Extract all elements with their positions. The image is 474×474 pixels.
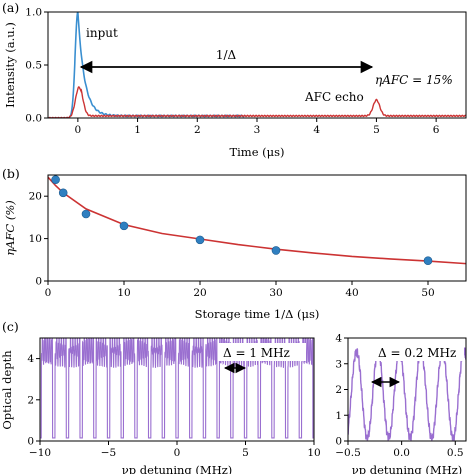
- panel-c-right-y-ticks: 0 1 2 3 4: [335, 333, 348, 448]
- panel-c-right-plot: −0.5 0.0 0.5 0 1 2 3 4 νp detuning (MHz) Δ = 0…: [335, 333, 467, 474]
- comb-right-line: [348, 346, 466, 441]
- panel-a-x-tick-label: 5: [373, 124, 380, 136]
- panel-c-left-plot: −10 −5 0 5 10 0 2 4 νp detuning (MHz) Optical …: [0, 337, 321, 474]
- panel-a-curves: [48, 12, 466, 118]
- panel-c-left-x-tick-label: 10: [307, 447, 320, 459]
- panel-b-y-label: ηAFC (%): [3, 200, 17, 256]
- panel-a-x-ticks: 0 1 2 3 4 5 6: [75, 118, 440, 136]
- panel-b-x-tick-label: 10: [117, 287, 130, 299]
- delay-annotation: 1/Δ: [216, 48, 237, 62]
- panel-a-x-tick-label: 1: [134, 124, 141, 136]
- panel-a-y-tick-label: 1.0: [25, 7, 42, 19]
- panel-b-x-label: Storage time 1/Δ (μs): [195, 307, 320, 321]
- panel-c-left-y-tick-label: 4: [27, 353, 34, 365]
- input-annotation: input: [86, 26, 118, 40]
- panel-c-right-x-label: νp detuning (MHz): [352, 463, 463, 474]
- panel-c-left-x-label: νp detuning (MHz): [122, 463, 233, 474]
- panel-b-y-tick-label: 20: [29, 191, 42, 203]
- panel-a-y-label: Intensity (a.u.): [3, 22, 17, 108]
- input-pulse-line: [48, 12, 246, 118]
- efficiency-data-point: [119, 221, 129, 231]
- spacing-annotation-left: Δ = 1 MHz: [223, 346, 290, 360]
- panel-a-x-tick-label: 0: [75, 124, 82, 136]
- efficiency-data-point: [423, 256, 433, 265]
- spacing-annotation-right: Δ = 0.2 MHz: [378, 346, 456, 360]
- panel-c-left-y-tick-label: 0: [27, 436, 34, 448]
- efficiency-data-point: [271, 246, 281, 255]
- panel-c-left-y-tick-label: 2: [27, 394, 34, 406]
- panel-a-y-ticks: 0.0 0.5 1.0: [25, 7, 48, 125]
- panel-b-y-tick-label: 0: [35, 276, 42, 288]
- efficiency-data-point: [51, 175, 60, 184]
- panel-c-right-x-tick-label: 0.0: [393, 447, 410, 459]
- panel-c-right-y-tick-label: 3: [335, 358, 342, 370]
- panel-c-left-x-tick-label: 0: [174, 447, 181, 459]
- panel-a-x-label: Time (μs): [229, 145, 284, 159]
- efficiency-annotation: ηAFC = 15%: [375, 73, 453, 87]
- efficiency-data-point: [58, 188, 68, 198]
- panel-a-plot: 0 1 2 3 4 5 6 0.0 0.5 1.0 Time (μs) Intensity (a…: [3, 7, 467, 159]
- panel-c-right-annotation-bg: [374, 343, 464, 361]
- panel-a-x-tick-label: 2: [194, 124, 201, 136]
- panel-b-x-tick-label: 30: [269, 287, 282, 299]
- panel-a-x-tick-label: 3: [254, 124, 261, 136]
- panel-b-x-tick-label: 40: [345, 287, 358, 299]
- panel-c-left-x-tick-label: −5: [101, 447, 116, 459]
- panel-c-left-annotation-bg: [218, 343, 306, 361]
- panel-a-y-tick-label: 0.5: [25, 60, 42, 72]
- echo-annotation: AFC echo: [304, 90, 364, 104]
- panel-b-label: (b): [2, 166, 20, 181]
- panel-c-right-x-ticks: −0.5 0.0 0.5: [335, 441, 464, 459]
- panel-b-y-ticks: 0 10 20: [29, 191, 48, 288]
- panel-c-right-y-tick-label: 0: [335, 436, 342, 448]
- panel-b-y-tick-label: 10: [29, 233, 42, 245]
- panel-c-right-y-tick-label: 2: [335, 384, 342, 396]
- panel-a-x-tick-label: 6: [433, 124, 440, 136]
- panel-c-right-x-tick-label: 0.5: [447, 447, 464, 459]
- panel-b-x-tick-label: 50: [421, 287, 434, 299]
- panel-a-label: (a): [2, 0, 19, 15]
- panel-c-left-y-ticks: 0 2 4: [27, 353, 40, 448]
- panel-c-left-x-tick-label: −10: [29, 447, 51, 459]
- panel-c-right-y-tick-label: 1: [335, 410, 342, 422]
- panel-a-y-tick-label: 0.0: [25, 113, 42, 125]
- panel-b-x-tick-label: 20: [193, 287, 206, 299]
- panel-c-y-label: Optical depth: [0, 350, 14, 430]
- panel-a-x-tick-label: 4: [313, 124, 320, 136]
- echo-trace-line: [48, 86, 466, 118]
- panel-b-x-tick-label: 0: [45, 287, 52, 299]
- efficiency-fit-line: [48, 176, 466, 265]
- panel-c-left-x-ticks: −10 −5 0 5 10: [29, 441, 321, 459]
- panel-c-right-y-tick-label: 4: [335, 333, 342, 345]
- panel-c-label: (c): [2, 319, 19, 334]
- efficiency-data-point: [81, 209, 91, 219]
- panel-b-frame: [47, 174, 467, 282]
- panel-c-right-x-tick-label: −0.5: [335, 447, 361, 459]
- panel-c-left-x-tick-label: 5: [242, 447, 249, 459]
- efficiency-data-point: [195, 235, 205, 245]
- panel-b-curves: [48, 175, 466, 265]
- panel-b-x-ticks: 0 10 20 30 40 50: [45, 281, 435, 299]
- panel-c-right-curves: [348, 346, 466, 441]
